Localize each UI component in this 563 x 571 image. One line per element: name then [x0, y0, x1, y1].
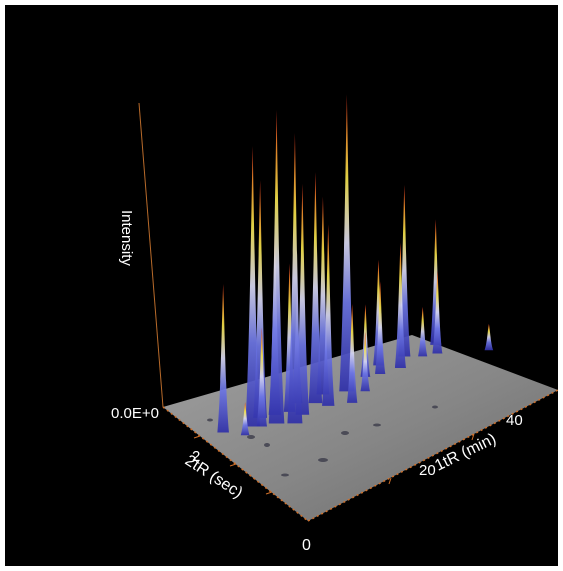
peak-10 — [268, 109, 285, 424]
z-axis-line — [138, 102, 164, 408]
surface-plot-3d: Intensity 0.0E+0 2 0 2tR (sec) 20 40 1tR… — [5, 5, 558, 566]
peak-23 — [432, 270, 443, 354]
plot-svg: Intensity 0.0E+0 2 0 2tR (sec) 20 40 1tR… — [111, 94, 558, 554]
peak-2 — [245, 146, 261, 427]
y-axis-tick-label-2: 2 — [192, 448, 200, 465]
peak-22 — [360, 331, 370, 392]
floor-edge-front — [307, 389, 558, 522]
peak-19 — [322, 224, 335, 406]
x-axis-tick-label-40: 40 — [506, 412, 523, 429]
z-axis-tick-label: 0.0E+0 — [111, 405, 159, 422]
peak-0 — [217, 283, 229, 433]
peak-6 — [256, 327, 268, 427]
peak-16 — [375, 281, 386, 374]
peak-11 — [308, 172, 323, 404]
peak-21 — [418, 306, 428, 357]
z-axis-label: Intensity — [118, 210, 135, 266]
peak-15 — [339, 94, 355, 392]
peaks — [217, 94, 494, 436]
axis-ticks — [193, 433, 475, 495]
peak-20 — [394, 242, 406, 369]
peak-5 — [240, 402, 250, 436]
x-axis-tick-label-20: 20 — [419, 462, 436, 479]
peak-18 — [287, 132, 303, 424]
peak-25 — [484, 323, 494, 351]
peak-24 — [346, 303, 358, 403]
floor-noise — [207, 405, 438, 477]
y-axis-tick-label-0: 0 — [302, 537, 311, 554]
floor-edge-left — [162, 406, 309, 522]
